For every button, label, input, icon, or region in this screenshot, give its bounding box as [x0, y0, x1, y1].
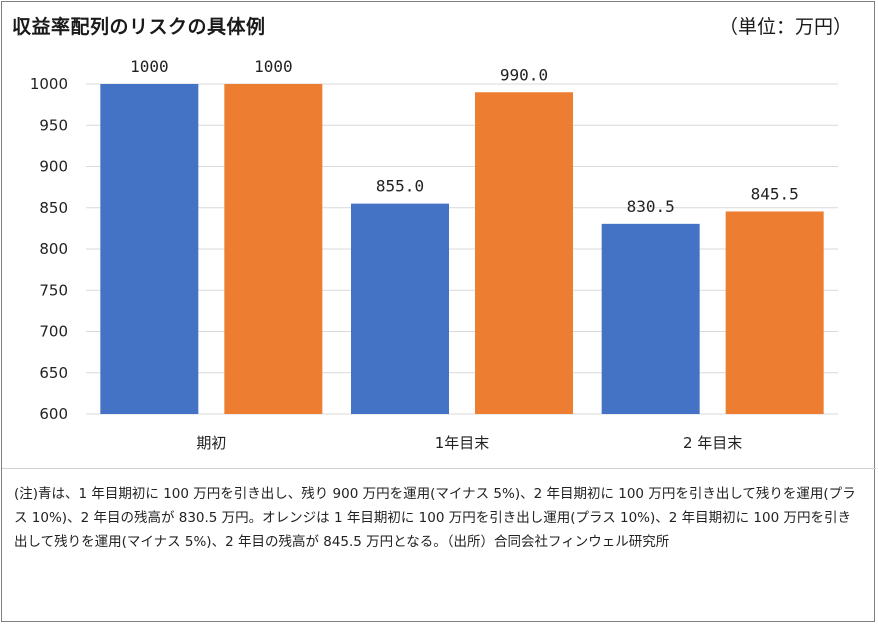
- bar-series-2: [725, 211, 824, 414]
- unit-label: （単位：万円）: [718, 16, 852, 38]
- bar-series-2: [224, 84, 323, 414]
- y-tick-label: 700: [39, 323, 68, 341]
- y-tick-label: 950: [39, 116, 68, 134]
- data-label: 1000: [254, 57, 293, 76]
- data-label: 1000: [130, 57, 169, 76]
- category-label: 期初: [196, 434, 226, 452]
- category-labels: 期初 1年目末 2 年目末: [196, 434, 742, 452]
- y-tick-label: 800: [39, 240, 68, 258]
- data-label: 990.0: [500, 65, 548, 84]
- category-label: 2 年目末: [683, 434, 742, 452]
- bar-series-1: [351, 203, 449, 414]
- divider: [2, 468, 876, 469]
- gridlines: [86, 83, 838, 415]
- y-axis-ticks: 600 650 700 750 800 850 900 950 1000: [30, 75, 68, 423]
- y-tick-label: 750: [39, 281, 68, 299]
- footnote: (注)青は、1 年目期初に 100 万円を引き出し、残り 900 万円を運用(マ…: [14, 486, 856, 550]
- data-labels: 1000 1000 855.0 990.0 830.5 845.5: [130, 57, 799, 216]
- bar-series-2: [475, 92, 573, 414]
- y-tick-label: 650: [39, 364, 68, 382]
- y-tick-label: 1000: [30, 75, 68, 93]
- category-label: 1年目末: [435, 434, 490, 452]
- y-tick-label: 600: [39, 405, 68, 423]
- bar-series-1: [100, 84, 199, 414]
- chart-title: 収益率配列のリスクの具体例: [12, 16, 266, 38]
- data-label: 830.5: [627, 197, 675, 216]
- bar-series-1: [601, 223, 700, 414]
- data-label: 845.5: [751, 184, 799, 203]
- y-tick-label: 850: [39, 199, 68, 217]
- bar-chart: 600 650 700 750 800 850 900 950 1000 1000 1000 855…: [30, 57, 838, 452]
- data-label: 855.0: [376, 177, 424, 196]
- bars: [100, 84, 824, 414]
- y-tick-label: 900: [39, 158, 68, 176]
